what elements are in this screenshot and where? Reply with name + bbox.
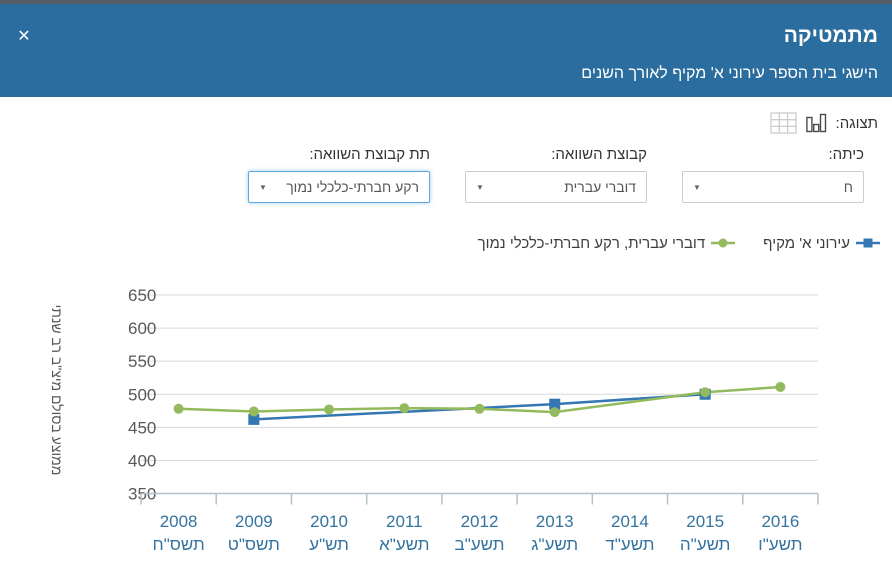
legend-label: עירוני א' מקיף: [763, 234, 850, 252]
legend-label: דוברי עברית, רקע חברתי-כלכלי נמוך: [477, 234, 706, 252]
x-tick-year: 2012: [461, 512, 499, 531]
y-tick-label: 400: [128, 451, 156, 470]
filter-comparison-group: קבוצת השוואה: דוברי עברית ▼: [465, 146, 647, 203]
close-icon[interactable]: ✕: [17, 28, 31, 45]
comparison-subgroup-label: תת קבוצת השוואה:: [309, 146, 430, 163]
y-tick-label: 650: [128, 286, 156, 305]
y-tick-label: 550: [128, 352, 156, 371]
comparison-group-select[interactable]: דוברי עברית ▼: [465, 171, 647, 203]
comparison-group-value: דוברי עברית: [564, 179, 636, 195]
x-tick-year: 2011: [386, 512, 423, 531]
chevron-down-icon: ▼: [476, 182, 484, 192]
dialog-header: ✕ מתמטיקה הישגי בית הספר עירוני א' מקיף …: [0, 4, 892, 97]
y-tick-label: 450: [128, 418, 156, 437]
display-toggle-row: תצוגה:: [769, 112, 878, 134]
legend-item-comparison: דוברי עברית, רקע חברתי-כלכלי נמוך: [478, 235, 736, 252]
x-tick-hebrew-year: תשע"ה: [680, 535, 731, 554]
x-tick-year: 2013: [536, 512, 574, 531]
data-point-circle: [775, 381, 786, 392]
x-tick-year: 2009: [235, 512, 273, 531]
x-tick-year: 2008: [160, 512, 198, 531]
page-subtitle: הישגי בית הספר עירוני א' מקיף לאורך השני…: [581, 65, 878, 82]
x-tick-hebrew-year: תשס"ט: [228, 535, 280, 554]
window-top-strip: [0, 0, 892, 4]
square-marker-icon: [856, 238, 880, 248]
x-tick-hebrew-year: תשע"ו: [758, 535, 802, 554]
comparison-group-label: קבוצת השוואה:: [551, 146, 647, 163]
data-point-square: [549, 398, 561, 410]
page-title: מתמטיקה: [783, 24, 878, 47]
filter-comparison-subgroup: תת קבוצת השוואה: רקע חברתי-כלכלי נמוך ▼: [248, 146, 430, 203]
class-select[interactable]: ח ▼: [682, 171, 864, 203]
x-tick-year: 2016: [761, 512, 799, 531]
filter-class: כיתה: ח ▼: [682, 146, 864, 203]
data-point-circle: [700, 387, 711, 398]
x-tick-hebrew-year: תשע"ג: [531, 535, 578, 554]
filters-row: כיתה: ח ▼ קבוצת השוואה: דוברי עברית ▼ תת…: [248, 146, 864, 203]
comparison-subgroup-value: רקע חברתי-כלכלי נמוך: [286, 179, 419, 195]
class-select-value: ח: [843, 179, 853, 195]
data-point-circle: [324, 404, 335, 415]
comparison-subgroup-select[interactable]: רקע חברתי-כלכלי נמוך ▼: [248, 171, 430, 203]
circle-marker-icon: [711, 238, 736, 248]
chevron-down-icon: ▼: [693, 182, 701, 192]
data-point-circle: [248, 406, 259, 417]
data-point-square: [248, 413, 260, 425]
x-tick-hebrew-year: תש"ע: [309, 535, 349, 554]
table-view-icon[interactable]: [769, 112, 797, 134]
legend-item-school: עירוני א' מקיף: [763, 235, 880, 252]
x-tick-hebrew-year: תשע"ד: [605, 535, 654, 554]
filter-class-label: כיתה:: [828, 146, 864, 163]
data-point-circle: [399, 403, 410, 414]
x-tick-hebrew-year: תשע"ב: [455, 535, 505, 554]
data-point-circle: [474, 403, 485, 414]
y-tick-label: 600: [128, 319, 156, 338]
x-tick-hebrew-year: תשס"ח: [153, 535, 205, 554]
chart-legend: עירוני א' מקיף דוברי עברית, רקע חברתי-כל…: [478, 233, 880, 253]
x-tick-year: 2014: [611, 512, 649, 531]
display-label: תצוגה:: [835, 114, 878, 132]
y-tick-label: 500: [128, 385, 156, 404]
series-line: [178, 385, 781, 414]
chevron-down-icon: ▼: [259, 182, 267, 192]
x-tick-hebrew-year: תשע"א: [379, 535, 429, 554]
data-point-circle: [549, 407, 560, 418]
bar-chart-icon[interactable]: [805, 113, 827, 134]
x-tick-year: 2010: [310, 512, 348, 531]
x-tick-year: 2015: [686, 512, 724, 531]
data-point-circle: [173, 403, 184, 414]
